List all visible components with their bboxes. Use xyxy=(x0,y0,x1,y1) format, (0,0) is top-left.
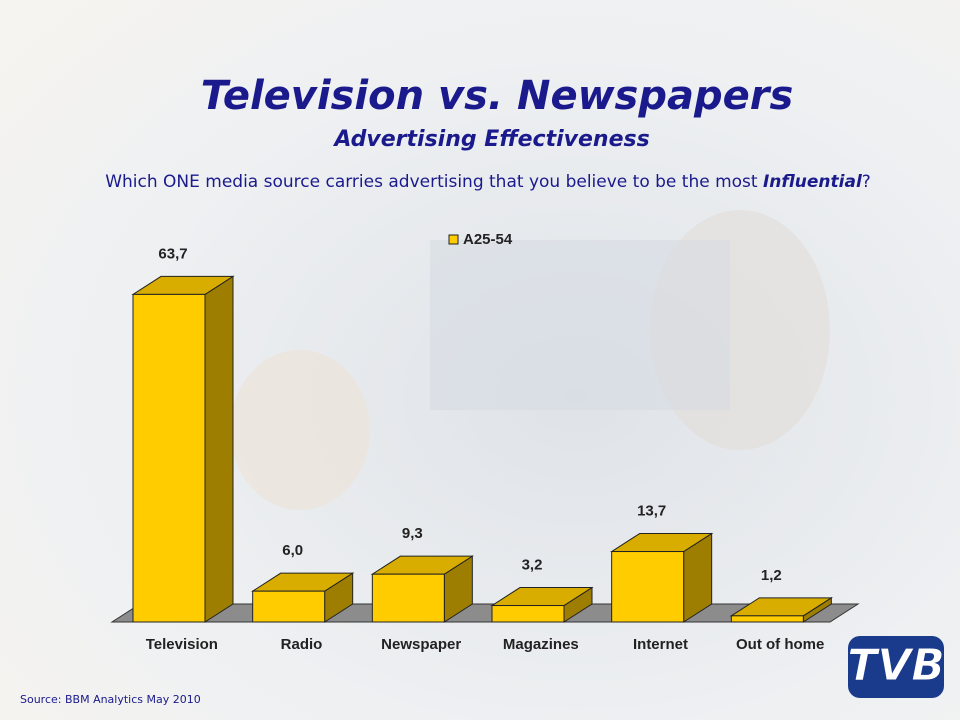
x-tick-label: Out of home xyxy=(736,636,824,653)
legend-swatch xyxy=(448,234,459,245)
bar xyxy=(611,551,685,623)
bar xyxy=(132,293,206,623)
x-tick-label: Magazines xyxy=(503,636,579,653)
value-label: 63,7 xyxy=(158,245,187,262)
bar xyxy=(491,605,565,623)
value-label: 9,3 xyxy=(402,525,423,542)
logo-text: TVB xyxy=(847,640,945,691)
photo-shape xyxy=(230,350,370,510)
logo: TVB xyxy=(847,636,945,698)
question-text: Which ONE media source carries advertisi… xyxy=(105,172,763,192)
question: Which ONE media source carries advertisi… xyxy=(105,172,871,192)
source: Source: BBM Analytics May 2010 xyxy=(20,693,201,706)
x-tick-label: Newspaper xyxy=(381,636,461,653)
title: Television vs. Newspapers xyxy=(201,73,794,119)
x-tick-label: Radio xyxy=(281,636,323,653)
bar xyxy=(252,590,326,623)
x-tick-label: Internet xyxy=(633,636,688,653)
bar xyxy=(730,615,804,623)
value-label: 13,7 xyxy=(637,503,666,520)
legend-label: A25-54 xyxy=(463,231,513,248)
photo-shape xyxy=(430,240,730,410)
x-tick-label: Television xyxy=(146,636,218,653)
bar-side xyxy=(204,275,234,623)
subtitle: Advertising Effectiveness xyxy=(332,127,649,152)
question-end: ? xyxy=(862,172,871,192)
value-label: 1,2 xyxy=(761,567,782,584)
value-label: 6,0 xyxy=(282,542,303,559)
bar xyxy=(371,573,445,623)
question-emphasis: Influential xyxy=(763,172,863,192)
value-label: 3,2 xyxy=(522,557,543,574)
logo-box xyxy=(848,636,944,698)
